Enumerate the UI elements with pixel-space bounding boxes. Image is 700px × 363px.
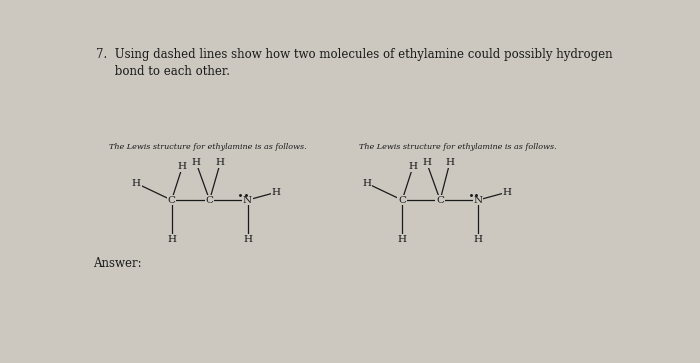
Text: C: C [398,196,406,205]
Text: 7.  Using dashed lines show how two molecules of ethylamine could possibly hydro: 7. Using dashed lines show how two molec… [96,48,612,78]
Text: The Lewis structure for ethylamine is as follows.: The Lewis structure for ethylamine is as… [109,143,307,151]
Text: N: N [243,196,252,205]
Text: H: H [132,179,141,188]
Text: H: H [422,158,431,167]
Text: The Lewis structure for ethylamine is as follows.: The Lewis structure for ethylamine is as… [358,143,556,151]
Text: Answer:: Answer: [93,257,141,270]
Text: H: H [503,188,512,197]
Text: C: C [167,196,176,205]
Text: H: H [445,158,454,167]
Text: N: N [473,196,483,205]
Text: H: H [192,158,200,167]
Text: H: H [243,235,252,244]
Text: H: H [409,162,417,171]
Text: C: C [206,196,214,205]
Text: H: H [474,235,482,244]
Text: H: H [363,179,372,188]
Text: C: C [436,196,444,205]
Text: H: H [167,235,176,244]
Text: H: H [216,158,225,167]
Text: H: H [272,188,281,197]
Text: H: H [178,162,187,171]
Text: H: H [398,235,407,244]
